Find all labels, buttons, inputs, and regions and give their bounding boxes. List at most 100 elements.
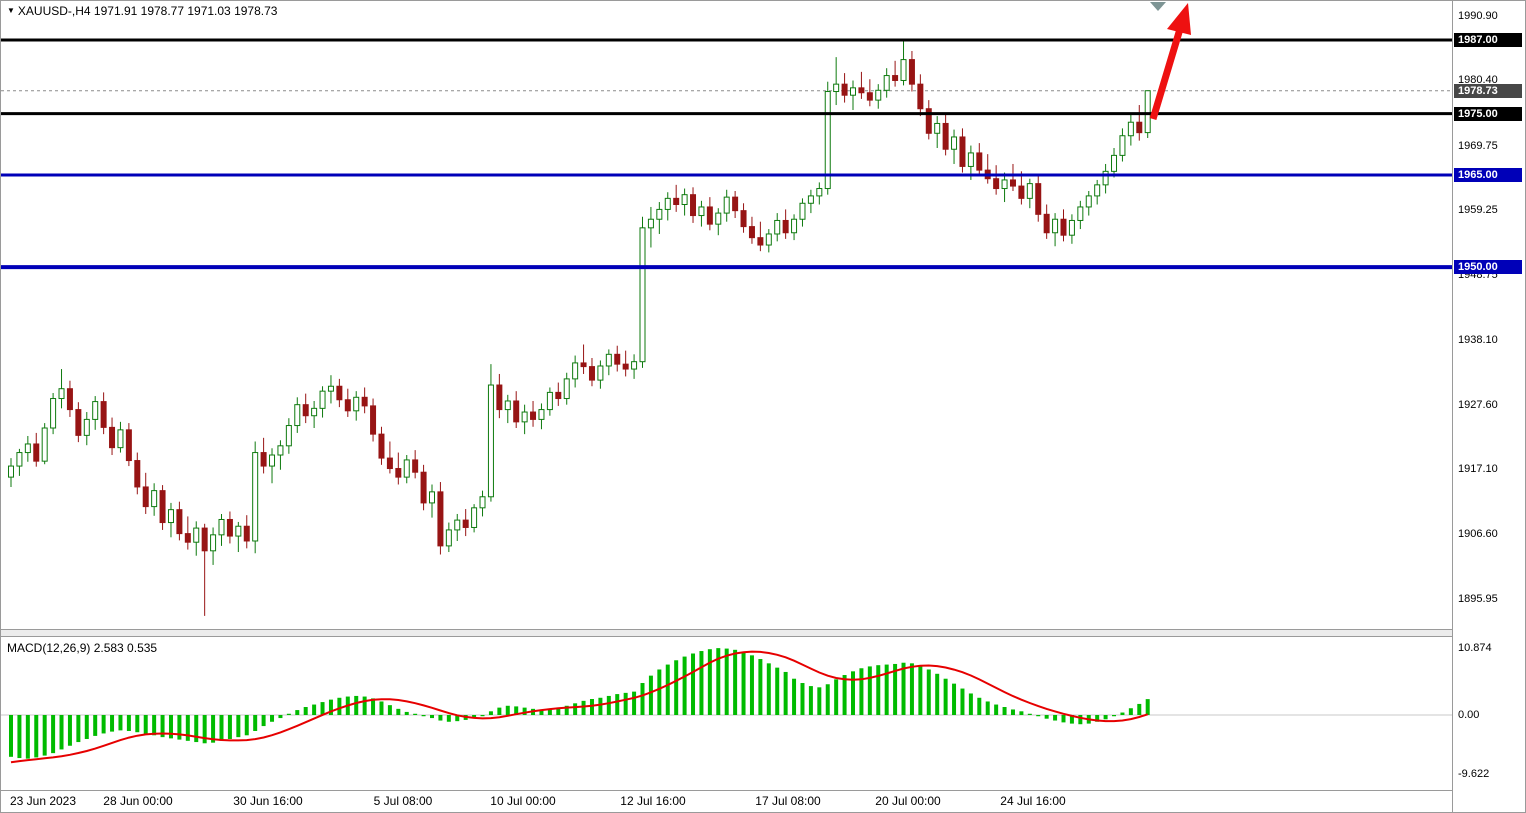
macd-histogram-bar xyxy=(817,687,822,715)
bear-candle xyxy=(1136,121,1143,134)
macd-histogram-bar xyxy=(623,692,628,715)
bull-candle xyxy=(546,391,553,411)
bull-candle xyxy=(799,202,806,220)
macd-histogram-bar xyxy=(236,715,241,738)
macd-histogram-bar xyxy=(884,664,889,715)
bear-candle xyxy=(159,490,166,524)
price-tick-label: 1959.25 xyxy=(1458,204,1498,217)
bull-candle xyxy=(210,534,217,552)
macd-histogram-bar xyxy=(539,709,544,715)
macd-histogram-bar xyxy=(480,715,485,717)
macd-histogram-bar xyxy=(665,664,670,715)
macd-histogram-bar xyxy=(615,694,620,715)
macd-histogram-bar xyxy=(842,675,847,715)
macd-histogram-bar xyxy=(1061,715,1066,723)
bear-candle xyxy=(513,400,520,423)
bear-candle xyxy=(622,363,629,370)
bear-candle xyxy=(176,509,183,535)
bull-candle xyxy=(967,152,974,167)
macd-histogram-bar xyxy=(9,715,13,757)
bull-candle xyxy=(353,396,360,412)
chart-legend: ▼ XAUUSD-,H4 1971.91 1978.77 1971.03 1978… xyxy=(7,4,277,18)
macd-histogram-bar xyxy=(328,699,333,715)
macd-histogram-bar xyxy=(581,700,586,715)
macd-histogram-bar xyxy=(741,652,746,715)
bull-candle xyxy=(24,443,31,454)
macd-histogram-bar xyxy=(413,713,418,715)
bull-candle xyxy=(1144,90,1151,134)
price-axis[interactable]: 1990.90 1980.40 1969.75 1959.25 1948.75 1938.… xyxy=(1452,1,1525,812)
macd-histogram-bar xyxy=(691,653,696,715)
chart-canvas[interactable] xyxy=(1,1,1452,790)
macd-histogram-bar xyxy=(1036,715,1041,717)
macd-histogram-bar xyxy=(430,715,434,719)
macd-histogram-bar xyxy=(926,669,931,715)
macd-histogram-bar xyxy=(1044,715,1049,719)
bull-candle xyxy=(445,529,452,547)
panel-separator[interactable] xyxy=(1,629,1452,637)
chevron-down-icon: ▼ xyxy=(7,6,15,15)
macd-histogram-bar xyxy=(859,668,864,715)
bull-candle xyxy=(1119,135,1126,156)
macd-histogram-bar xyxy=(278,715,283,719)
macd-histogram-bar xyxy=(17,715,22,759)
macd-histogram-bar xyxy=(1053,715,1058,721)
macd-histogram-bar xyxy=(598,697,603,715)
bull-candle xyxy=(1102,170,1109,186)
bear-candle xyxy=(588,366,595,381)
macd-histogram-bar xyxy=(952,683,957,715)
bull-candle xyxy=(791,218,798,234)
bull-candle xyxy=(1085,195,1092,208)
price-tick-label: 1980.40 xyxy=(1458,74,1498,87)
bear-candle xyxy=(125,429,132,462)
bear-candle xyxy=(395,468,402,478)
macd-histogram-bar xyxy=(564,705,569,715)
bull-candle xyxy=(765,233,772,246)
bear-candle xyxy=(858,87,865,94)
support-price-label: 1950.00 xyxy=(1454,260,1522,275)
bull-candle xyxy=(597,365,604,381)
bull-candle xyxy=(16,452,23,467)
bull-candle xyxy=(605,353,612,367)
macd-histogram-bar xyxy=(152,715,157,736)
price-tick-label: 1990.90 xyxy=(1458,10,1498,22)
bear-candle xyxy=(892,75,899,81)
macd-histogram-bar xyxy=(101,715,106,734)
macd-histogram-bar xyxy=(724,648,729,715)
bear-candle xyxy=(1009,179,1016,187)
macd-histogram-bar xyxy=(674,660,679,715)
bull-candle xyxy=(833,83,840,93)
bear-candle xyxy=(1060,218,1067,236)
macd-histogram-bar xyxy=(135,715,140,733)
macd-histogram-bar xyxy=(211,715,216,743)
macd-histogram-bar xyxy=(438,715,443,721)
trend-arrow-shaft[interactable] xyxy=(1149,27,1184,121)
macd-histogram-bar xyxy=(387,705,392,715)
current-price-label: 1978.73 xyxy=(1454,83,1522,98)
bull-candle xyxy=(319,390,326,409)
bear-candle xyxy=(740,210,747,228)
bull-candle xyxy=(285,425,292,447)
bear-candle xyxy=(412,459,419,473)
bear-candle xyxy=(1035,183,1042,215)
bull-candle xyxy=(664,197,671,210)
macd-histogram-bar xyxy=(589,699,594,715)
bull-candle xyxy=(193,527,200,543)
bull-candle xyxy=(479,496,486,509)
bull-candle xyxy=(900,59,907,81)
time-axis[interactable]: 23 Jun 2023 28 Jun 00:00 30 Jun 16:00 5 Jul… xyxy=(1,790,1452,812)
macd-histogram-bar xyxy=(935,673,940,715)
bull-candle xyxy=(824,91,831,190)
macd-histogram-bar xyxy=(76,715,81,743)
macd-histogram-bar xyxy=(792,678,797,715)
time-axis-label: 5 Jul 08:00 xyxy=(373,794,433,808)
trend-arrow-head[interactable] xyxy=(1167,3,1191,35)
macd-histogram-bar xyxy=(396,708,401,715)
macd-histogram-bar xyxy=(876,665,881,715)
bull-candle xyxy=(647,218,654,229)
macd-histogram-bar xyxy=(1069,715,1074,724)
bull-candle xyxy=(311,407,318,417)
bull-candle xyxy=(252,452,259,542)
macd-histogram-bar xyxy=(303,707,308,715)
bear-candle xyxy=(344,399,351,412)
